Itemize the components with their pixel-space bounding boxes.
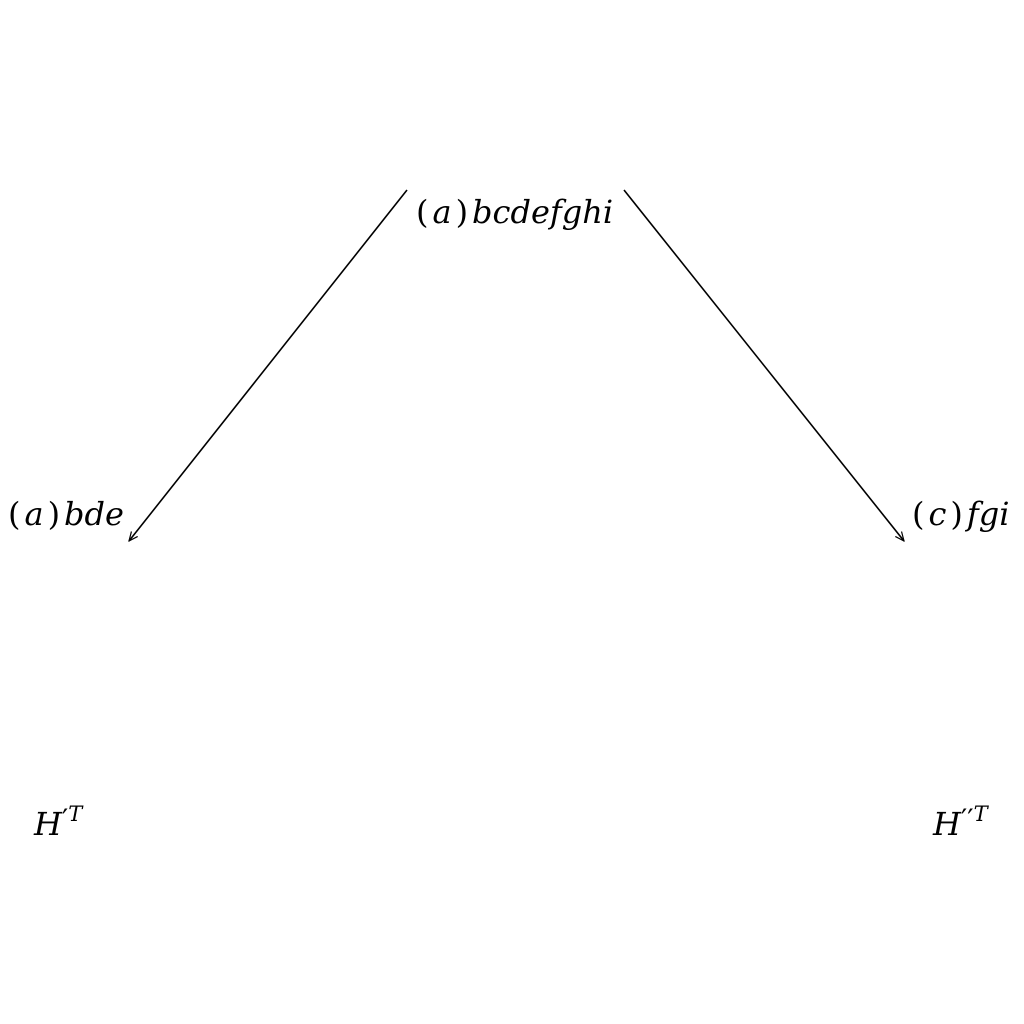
label-right-tree-base: H [933, 805, 961, 843]
node-left-paren-var: a [24, 495, 44, 533]
label-right-tree-primes: ′′ [960, 803, 974, 836]
node-right-rest: fgi [966, 495, 1010, 533]
node-root-rest: bcdefghi [472, 193, 614, 231]
node-left-rest: bde [64, 495, 124, 533]
label-right-tree: H′′T [933, 802, 988, 843]
node-right: (c) fgi [912, 495, 1010, 533]
node-right-paren-var: c [928, 495, 947, 533]
node-root-paren-var: a [432, 193, 452, 231]
node-root: (a) bcdefghi [416, 193, 614, 231]
edge-root-to-left [129, 189, 408, 541]
label-left-tree-primes: ′ [61, 803, 69, 836]
label-left-tree-sup: T [68, 802, 83, 826]
edge-root-to-right [623, 189, 904, 541]
label-left-tree: H′T [34, 802, 83, 843]
label-left-tree-base: H [34, 805, 62, 843]
label-right-tree-sup: T [973, 802, 988, 826]
node-left: (a) bde [8, 495, 124, 533]
